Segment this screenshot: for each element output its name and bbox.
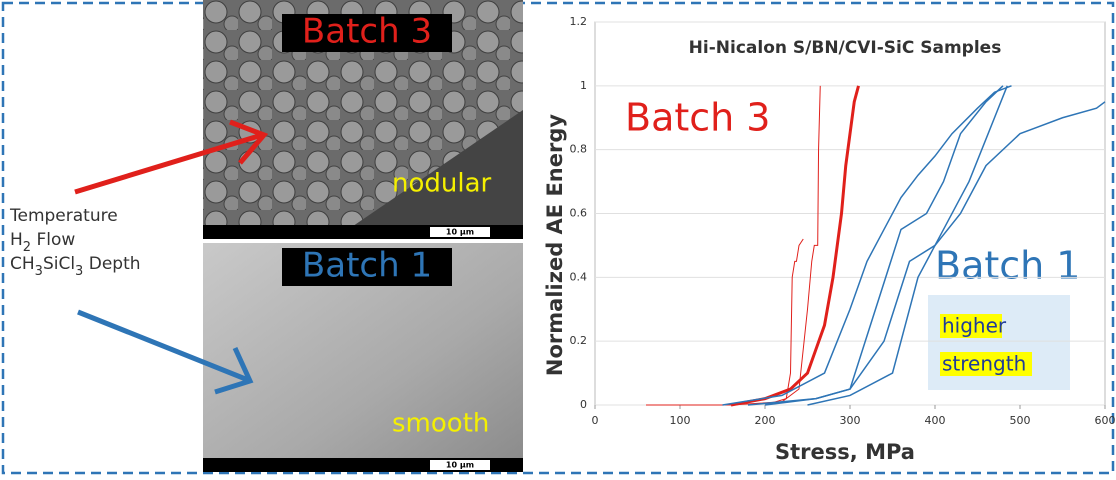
highlight [940,352,1032,376]
x-tick-label: 600 [1095,414,1116,427]
scale-bar [430,460,490,470]
sem-shadow [340,110,523,235]
highlight [940,314,1002,338]
series-line [807,85,1008,406]
y-axis-label: Normalized AE Energy [543,114,567,376]
series-line [722,85,1012,406]
label-bg [282,248,452,286]
image-label: Batch 3 [302,12,432,52]
y-tick-label: 0.4 [570,270,588,283]
texture-label: nodular [392,169,492,199]
scale-bar [430,227,490,237]
annotation: strength [942,352,1026,376]
param: Temperature [9,206,118,226]
arrow [77,309,249,383]
series-line [747,101,1106,406]
texture-label: smooth [392,409,489,439]
image-label: Batch 1 [302,246,432,286]
chart-title: Hi-Nicalon S/BN/CVI-SiC Samples [689,38,1002,58]
annotation: Batch 3 [625,96,771,140]
x-tick-label: 200 [755,414,776,427]
y-tick-label: 0.2 [570,334,588,347]
annotation: Batch 1 [935,244,1081,288]
y-tick-label: 0 [580,398,587,411]
scale-label: 10 µm [446,461,474,470]
x-tick-label: 500 [1010,414,1031,427]
plot: 0 0.2 0.4 0.6 0.8 1 1.2 0 100 200 300 400 500 600 [570,15,1116,427]
label-bg [282,14,452,52]
x-tick-label: 300 [840,414,861,427]
param: CH3SiCl3 Depth [10,254,141,279]
param: H2 Flow [10,230,75,255]
y-tick-label: 0.6 [570,207,588,220]
series-line [646,85,821,406]
x-tick-label: 400 [925,414,946,427]
scale-label: 10 µm [446,228,474,237]
y-tick-label: 1.2 [570,15,588,28]
x-tick-label: 100 [670,414,691,427]
arrow [74,132,263,195]
annotation: higher [942,314,1007,338]
y-tick-label: 1 [580,79,587,92]
arrowhead [214,346,254,395]
x-axis-label: Stress, MPa [775,440,915,464]
series-line [764,238,804,406]
arrowhead [229,119,269,165]
series-line [730,85,860,407]
x-tick-label: 0 [592,414,599,427]
y-tick-label: 0.8 [570,143,588,156]
